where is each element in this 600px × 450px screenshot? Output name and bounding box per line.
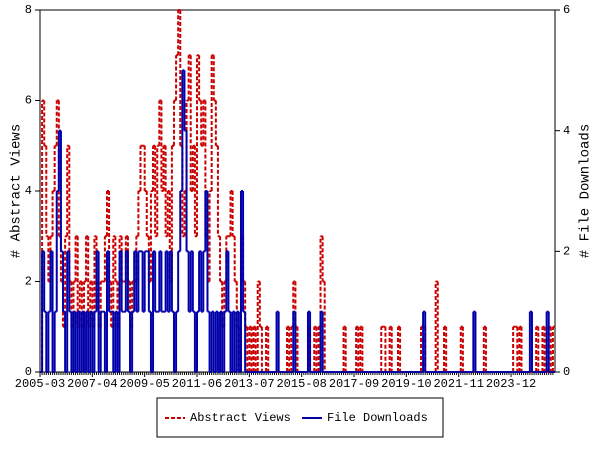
x-tick-label: 2007-04	[67, 377, 117, 391]
y2-tick-label: 6	[563, 3, 570, 17]
x-tick-label: 2013-07	[224, 377, 274, 391]
legend-label: File Downloads	[327, 411, 428, 425]
y2-tick-label: 0	[563, 365, 570, 379]
y-tick-label: 2	[25, 275, 32, 289]
x-tick-label: 2019-10	[381, 377, 431, 391]
y2-tick-label: 2	[563, 245, 570, 259]
x-tick-label: 2015-08	[276, 377, 326, 391]
x-tick-label: 2005-03	[15, 377, 65, 391]
x-tick-label: 2023-12	[486, 377, 536, 391]
x-tick-label: 2017-09	[329, 377, 379, 391]
y-axis-label: # Abstract Views	[9, 124, 25, 258]
x-tick-label: 2009-05	[119, 377, 169, 391]
legend-box	[156, 397, 444, 438]
y-tick-label: 6	[25, 94, 32, 108]
y-tick-label: 4	[25, 184, 32, 198]
y2-tick-label: 4	[563, 124, 570, 138]
x-tick-label: 2011-06	[172, 377, 222, 391]
y-tick-label: 0	[25, 365, 32, 379]
legend-label: Abstract Views	[190, 411, 291, 425]
y2-axis-label: # File Downloads	[578, 124, 594, 258]
x-tick-label: 2021-11	[433, 377, 483, 391]
y-tick-label: 8	[25, 3, 32, 17]
